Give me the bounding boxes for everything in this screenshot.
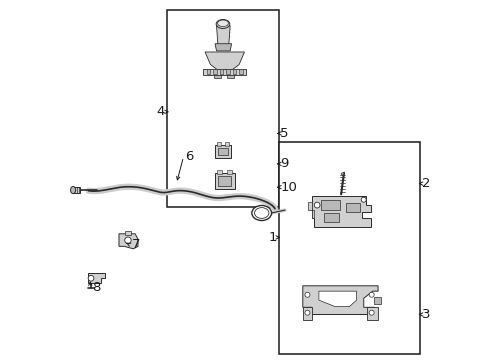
Bar <box>324 213 338 222</box>
Polygon shape <box>302 286 377 315</box>
Circle shape <box>368 310 373 315</box>
Bar <box>167 10 278 207</box>
Circle shape <box>305 292 309 297</box>
Polygon shape <box>73 187 80 193</box>
Polygon shape <box>216 26 230 45</box>
Polygon shape <box>88 273 104 283</box>
Ellipse shape <box>251 206 271 221</box>
Bar <box>239 69 242 74</box>
Bar <box>206 69 210 74</box>
Ellipse shape <box>216 19 229 28</box>
Ellipse shape <box>70 186 76 194</box>
Bar <box>217 170 222 174</box>
Circle shape <box>314 202 319 208</box>
Text: 3: 3 <box>421 308 429 321</box>
Bar <box>214 173 234 189</box>
Polygon shape <box>204 52 244 70</box>
Circle shape <box>124 237 131 243</box>
Bar <box>232 69 236 74</box>
Text: 8: 8 <box>92 281 100 294</box>
Circle shape <box>88 275 94 281</box>
Bar <box>215 145 230 158</box>
Ellipse shape <box>217 20 228 27</box>
Bar <box>374 297 380 305</box>
Polygon shape <box>226 75 233 78</box>
Circle shape <box>305 310 309 315</box>
Bar <box>203 69 246 75</box>
Circle shape <box>361 197 366 202</box>
Bar <box>218 176 231 186</box>
Text: 7: 7 <box>131 238 140 251</box>
Text: 6: 6 <box>185 150 193 163</box>
Polygon shape <box>366 307 377 320</box>
Polygon shape <box>302 307 311 320</box>
Polygon shape <box>214 75 221 78</box>
Text: 1: 1 <box>268 231 276 244</box>
Polygon shape <box>311 196 370 226</box>
Polygon shape <box>119 234 138 249</box>
Bar <box>224 142 228 145</box>
Text: 4: 4 <box>156 105 164 118</box>
Bar <box>218 148 227 155</box>
Text: 5: 5 <box>280 127 288 140</box>
Polygon shape <box>125 231 131 234</box>
Bar <box>345 203 360 212</box>
Ellipse shape <box>341 173 344 175</box>
Text: 2: 2 <box>421 177 429 190</box>
Circle shape <box>368 292 373 297</box>
Bar <box>226 69 229 74</box>
Bar <box>278 142 419 354</box>
Polygon shape <box>318 291 356 307</box>
Bar <box>213 69 217 74</box>
Bar <box>227 170 232 174</box>
Bar <box>320 200 340 211</box>
Bar <box>219 69 223 74</box>
Polygon shape <box>307 202 313 218</box>
Bar <box>216 142 221 145</box>
Text: 10: 10 <box>280 181 297 194</box>
Polygon shape <box>215 44 231 51</box>
Text: 9: 9 <box>280 157 288 170</box>
